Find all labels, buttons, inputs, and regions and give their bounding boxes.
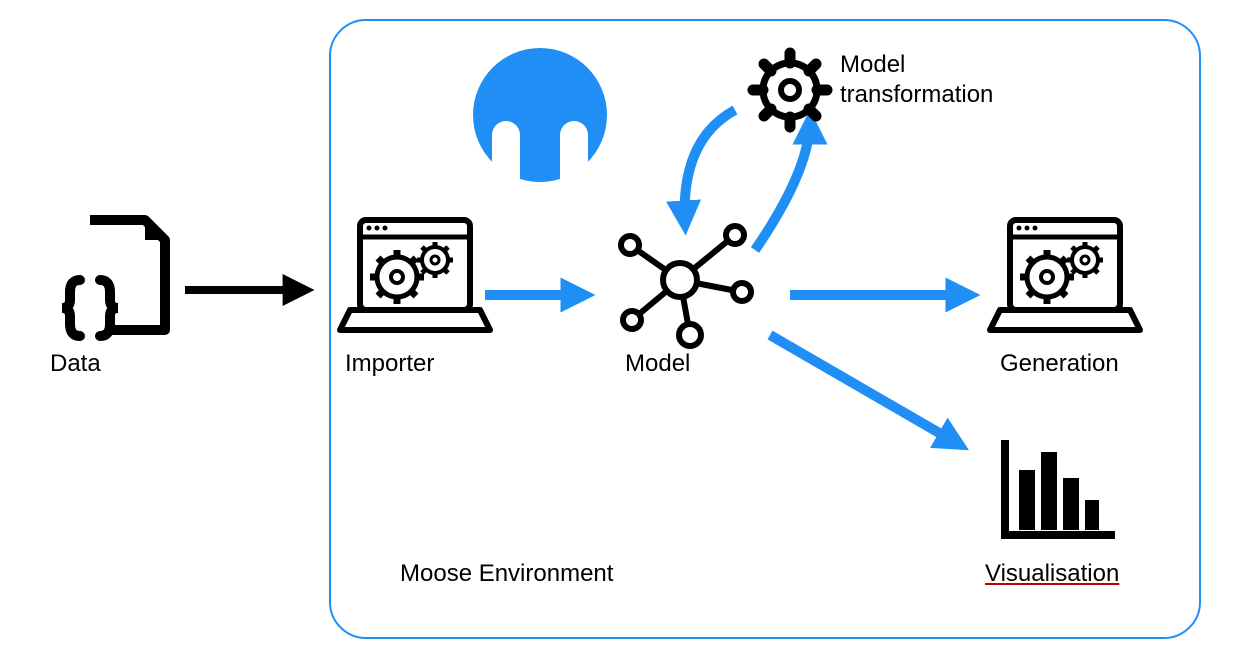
visualisation-label: Visualisation xyxy=(985,560,1119,588)
importer-icon xyxy=(340,220,490,330)
moose-logo-icon xyxy=(473,48,607,184)
container-label: Moose Environment xyxy=(400,560,613,588)
transformation-label: Model transformation xyxy=(840,50,993,110)
generation-label: Generation xyxy=(1000,350,1119,378)
edge-transform-to-model xyxy=(685,110,735,225)
transformation-icon xyxy=(753,53,827,127)
importer-label: Importer xyxy=(345,350,434,378)
data-icon xyxy=(62,220,165,336)
data-label: Data xyxy=(50,350,101,378)
generation-icon xyxy=(990,220,1140,330)
edge-model-to-transform xyxy=(755,120,810,250)
edge-model-to-visualisation xyxy=(770,335,960,445)
visualisation-icon xyxy=(1001,440,1115,535)
model-icon xyxy=(621,226,751,346)
model-label: Model xyxy=(625,350,690,378)
